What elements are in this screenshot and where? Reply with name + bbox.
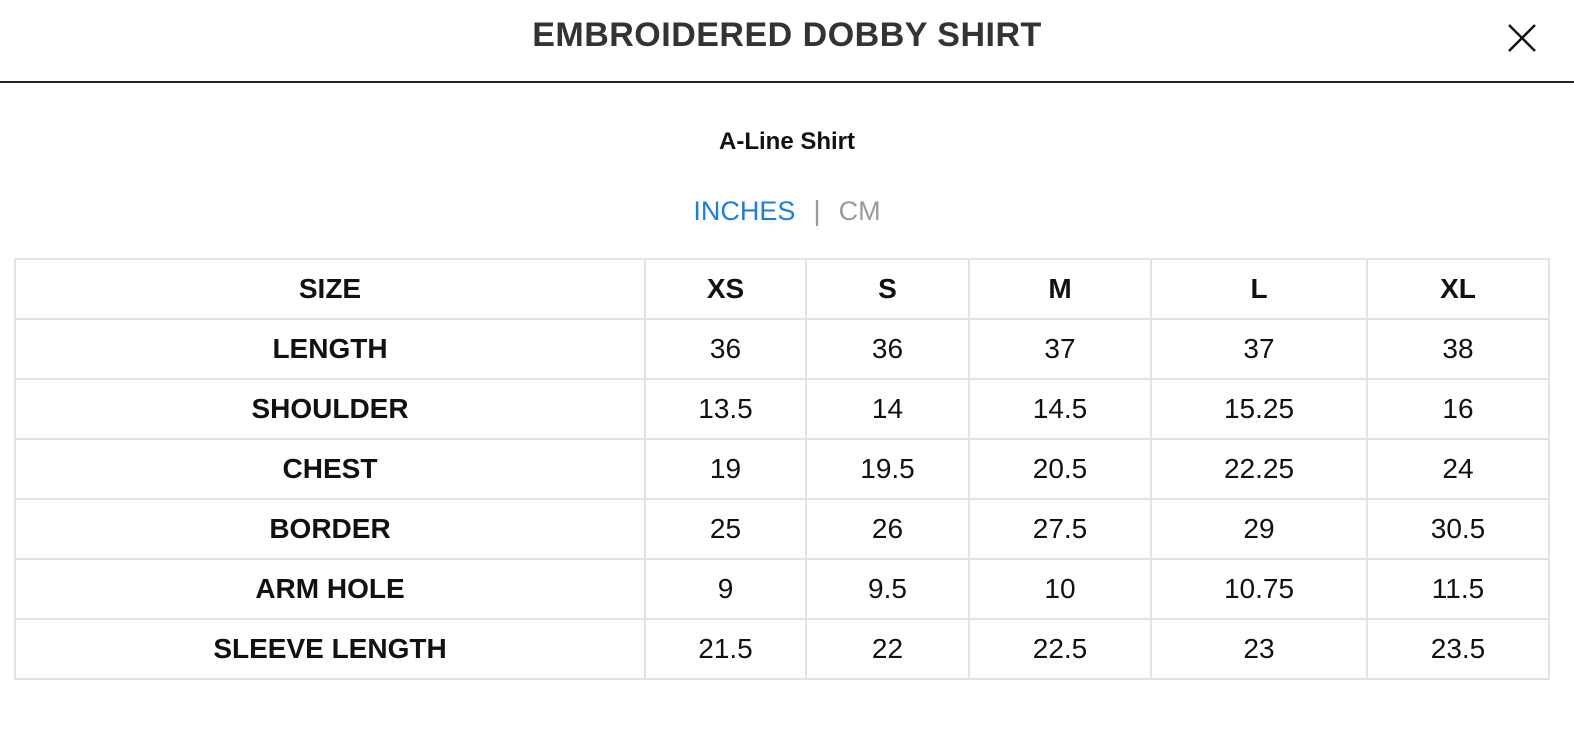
table-cell: 27.5 (968, 498, 1152, 560)
unit-inches-tab[interactable]: INCHES (693, 195, 796, 226)
table-row: SHOULDER 13.5 14 14.5 15.25 16 (14, 378, 1550, 440)
table-cell: 37 (1150, 318, 1368, 380)
row-label: LENGTH (14, 318, 646, 380)
table-cell: 30.5 (1366, 498, 1550, 560)
table-cell: 13.5 (644, 378, 807, 440)
table-cell: 23 (1150, 618, 1368, 680)
header-l: L (1150, 258, 1368, 320)
header-s: S (805, 258, 970, 320)
row-label: BORDER (14, 498, 646, 560)
table-cell: 29 (1150, 498, 1368, 560)
fit-subtitle: A-Line Shirt (719, 128, 855, 155)
size-chart-table: SIZE XS S M L XL LENGTH 36 36 37 37 38 S… (14, 258, 1550, 680)
table-cell: 22.25 (1150, 438, 1368, 500)
table-cell: 36 (805, 318, 970, 380)
table-cell: 10 (968, 558, 1152, 620)
table-cell: 21.5 (644, 618, 807, 680)
table-cell: 14.5 (968, 378, 1152, 440)
header-xl: XL (1366, 258, 1550, 320)
table-cell: 19 (644, 438, 807, 500)
row-label: SHOULDER (14, 378, 646, 440)
unit-cm-tab[interactable]: CM (838, 195, 881, 226)
table-cell: 19.5 (805, 438, 970, 500)
header-size: SIZE (14, 258, 646, 320)
table-cell: 23.5 (1366, 618, 1550, 680)
table-cell: 37 (968, 318, 1152, 380)
row-label: ARM HOLE (14, 558, 646, 620)
table-row: SLEEVE LENGTH 21.5 22 22.5 23 23.5 (14, 618, 1550, 680)
table-cell: 24 (1366, 438, 1550, 500)
modal-header: EMBROIDERED DOBBY SHIRT (0, 0, 1574, 83)
table-cell: 22.5 (968, 618, 1152, 680)
unit-separator: | (813, 194, 821, 226)
table-row: CHEST 19 19.5 20.5 22.25 24 (14, 438, 1550, 500)
table-cell: 26 (805, 498, 970, 560)
table-cell: 9.5 (805, 558, 970, 620)
table-cell: 22 (805, 618, 970, 680)
table-row: BORDER 25 26 27.5 29 30.5 (14, 498, 1550, 560)
table-row: ARM HOLE 9 9.5 10 10.75 11.5 (14, 558, 1550, 620)
close-icon (1508, 24, 1536, 52)
table-cell: 20.5 (968, 438, 1152, 500)
table-cell: 11.5 (1366, 558, 1550, 620)
table-cell: 9 (644, 558, 807, 620)
table-cell: 38 (1366, 318, 1550, 380)
product-title: EMBROIDERED DOBBY SHIRT (532, 16, 1042, 54)
table-cell: 15.25 (1150, 378, 1368, 440)
row-label: SLEEVE LENGTH (14, 618, 646, 680)
unit-toggle: INCHES | CM (0, 192, 1574, 228)
row-label: CHEST (14, 438, 646, 500)
table-cell: 16 (1366, 378, 1550, 440)
close-button[interactable] (1506, 22, 1538, 54)
table-row: LENGTH 36 36 37 37 38 (14, 318, 1550, 380)
table-cell: 25 (644, 498, 807, 560)
table-header-row: SIZE XS S M L XL (14, 258, 1550, 320)
table-cell: 14 (805, 378, 970, 440)
table-cell: 36 (644, 318, 807, 380)
header-xs: XS (644, 258, 807, 320)
header-m: M (968, 258, 1152, 320)
table-cell: 10.75 (1150, 558, 1368, 620)
